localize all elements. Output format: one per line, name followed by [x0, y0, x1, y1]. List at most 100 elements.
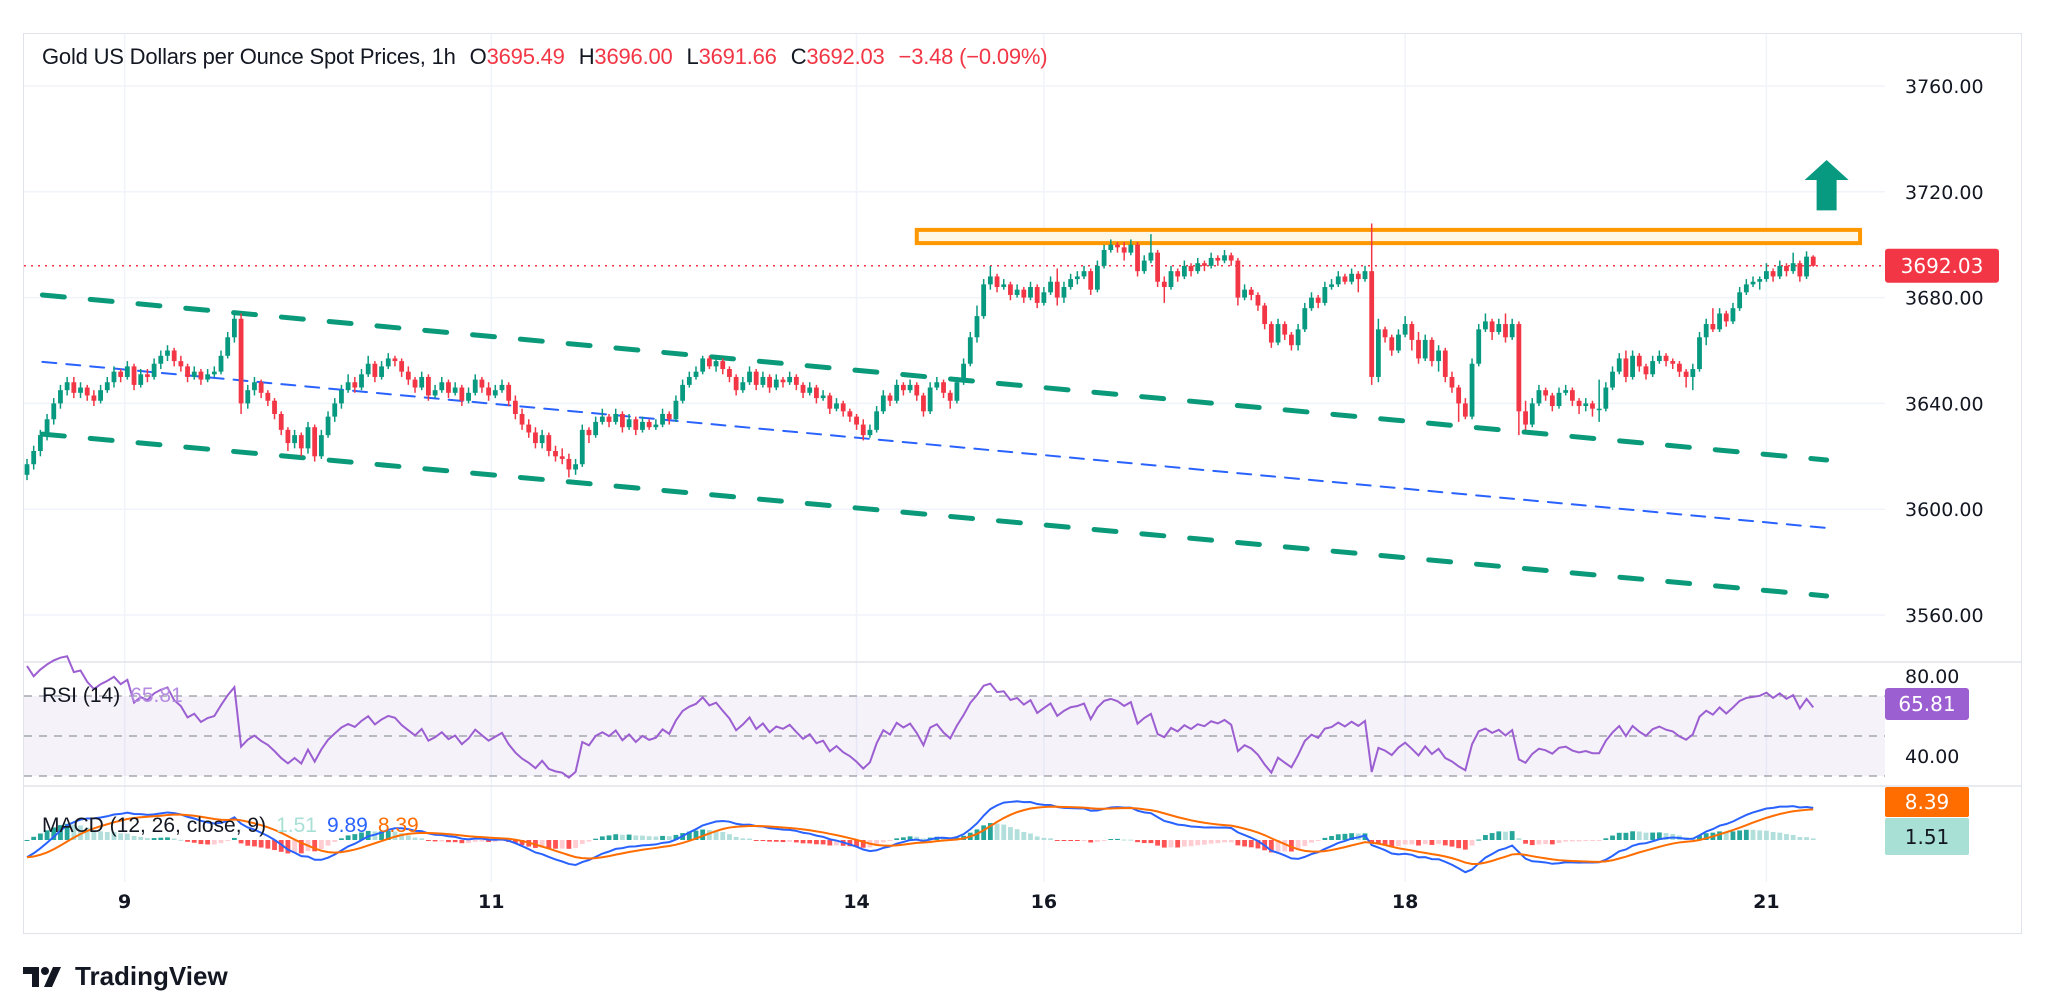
macd-histogram-bar — [71, 824, 77, 840]
candle-up — [1081, 271, 1087, 277]
candle-up — [1375, 329, 1381, 377]
macd-histogram-bar — [1161, 840, 1167, 848]
macd-histogram-bar — [1576, 840, 1582, 842]
macd-histogram-bar — [1188, 840, 1194, 847]
candle-up — [834, 403, 839, 409]
candle-up — [773, 379, 779, 388]
macd-histogram-bar — [185, 840, 190, 842]
macd-histogram-bar — [318, 840, 324, 850]
time-axis-label: 21 — [1753, 891, 1779, 913]
candle-down — [1155, 252, 1161, 282]
time-axis-label: 9 — [118, 891, 131, 913]
candle-down — [1516, 324, 1522, 412]
candle-up — [31, 451, 37, 465]
rsi-label: RSI (14) — [42, 684, 121, 707]
candle-down — [198, 371, 204, 380]
macd-histogram-bar — [593, 838, 599, 840]
candle-down — [620, 413, 625, 428]
macd-histogram-bar — [787, 840, 793, 842]
macd-histogram-bar — [1529, 840, 1535, 846]
macd-legend[interactable]: MACD (12, 26, close, 9) 1.51 9.89 8.39 — [42, 814, 429, 838]
macd-histogram-bar — [880, 840, 886, 843]
candle-up — [1469, 363, 1475, 417]
candle-down — [559, 456, 565, 459]
macd-histogram-bar — [492, 840, 498, 842]
macd-histogram-bar — [1409, 840, 1415, 845]
macd-histogram-bar — [1610, 835, 1615, 840]
macd-histogram-bar — [1784, 834, 1789, 840]
macd-histogram-bar — [1469, 840, 1475, 846]
macd-histogram-bar — [1804, 837, 1809, 840]
candle-down — [1262, 305, 1268, 325]
candle-up — [379, 366, 384, 377]
macd-histogram-bar — [733, 836, 739, 840]
macd-signal-line — [26, 805, 1814, 865]
macd-histogram-bar — [1375, 840, 1381, 844]
macd-histogram-bar — [1061, 840, 1067, 841]
macd-histogram-bar — [579, 840, 585, 844]
macd-histogram-bar — [138, 836, 144, 840]
macd-histogram-bar — [218, 840, 224, 844]
candle-down — [767, 376, 772, 388]
candle-down — [586, 429, 592, 436]
candle-up — [981, 284, 987, 317]
time-axis-label: 14 — [843, 891, 869, 913]
close-label: C — [790, 44, 807, 69]
candle-down — [1449, 376, 1455, 388]
macd-histogram-bar — [399, 833, 405, 840]
candle-down — [1054, 281, 1060, 298]
candle-up — [318, 435, 324, 457]
candle-down — [238, 318, 244, 404]
macd-histogram-bar — [1329, 835, 1334, 840]
candle-up — [1101, 249, 1107, 266]
price-axis-label: 3680.00 — [1905, 288, 1984, 310]
candle-up — [439, 382, 445, 391]
candle-up — [1717, 313, 1722, 330]
candle-up — [472, 379, 478, 393]
candle-down — [1670, 361, 1676, 364]
macd-histogram-bar — [1636, 831, 1642, 840]
candle-down — [1355, 273, 1361, 280]
candle-up — [345, 382, 351, 391]
candle-up — [1148, 252, 1154, 261]
candle-up — [1362, 271, 1368, 280]
candle-down — [91, 395, 97, 401]
macd-histogram-bar — [599, 836, 605, 840]
chart-frame — [23, 33, 2022, 934]
macd-histogram-value: 1.51 — [276, 814, 317, 837]
macd-line — [26, 800, 1814, 874]
candle-down — [1523, 411, 1528, 425]
macd-histogram-bar — [104, 832, 110, 840]
macd-histogram-bar — [359, 832, 364, 840]
macd-histogram-bar — [519, 840, 525, 846]
candle-up — [98, 390, 103, 401]
high-label: H — [578, 44, 595, 69]
time-axis-label: 18 — [1392, 891, 1418, 913]
candle-up — [700, 358, 706, 372]
candle-up — [974, 316, 980, 338]
tradingview-logo[interactable]: TradingView — [23, 961, 228, 992]
candle-down — [1021, 289, 1027, 298]
macd-histogram-bar — [1643, 832, 1649, 840]
rsi-legend[interactable]: RSI (14) 65.81 — [42, 684, 193, 708]
candle-down — [854, 416, 859, 425]
candle-down — [258, 382, 264, 393]
candle-down — [1770, 271, 1776, 277]
macd-histogram-bar — [1663, 833, 1669, 840]
macd-histogram-bar — [1730, 831, 1736, 840]
macd-histogram-bar — [553, 840, 558, 849]
macd-histogram-bar — [91, 830, 97, 840]
candle-down — [887, 395, 893, 401]
macd-histogram-bar — [854, 840, 859, 847]
macd-histogram-bar — [1797, 837, 1803, 840]
macd-histogram-bar — [419, 838, 425, 840]
candle-up — [1181, 265, 1187, 277]
macd-histogram-bar — [131, 835, 137, 840]
macd-histogram-bar — [1295, 840, 1301, 850]
candle-up — [626, 419, 632, 428]
candle-down — [272, 400, 277, 414]
candle-up — [1764, 271, 1769, 280]
candle-down — [71, 382, 77, 393]
macd-histogram-bar — [1596, 840, 1602, 841]
